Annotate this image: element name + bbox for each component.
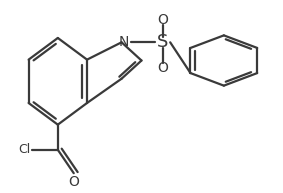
Text: N: N <box>119 35 129 49</box>
Text: S: S <box>157 33 168 51</box>
Text: O: O <box>157 61 168 75</box>
Text: Cl: Cl <box>18 143 30 156</box>
Text: O: O <box>68 175 79 189</box>
Text: O: O <box>157 13 168 27</box>
